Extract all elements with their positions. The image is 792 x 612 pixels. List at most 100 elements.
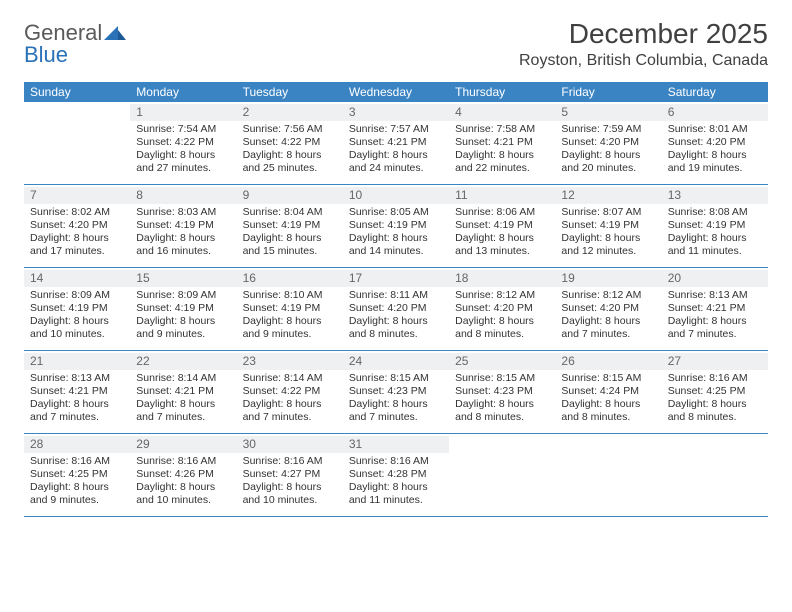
daylight-text: Daylight: 8 hours and 8 minutes.: [455, 315, 549, 341]
title-block: December 2025 Royston, British Columbia,…: [519, 18, 768, 70]
daylight-text: Daylight: 8 hours and 13 minutes.: [455, 232, 549, 258]
day-cell: 28Sunrise: 8:16 AMSunset: 4:25 PMDayligh…: [24, 434, 130, 516]
sunrise-text: Sunrise: 8:08 AM: [668, 206, 762, 219]
day-header-cell: Monday: [130, 82, 236, 102]
day-cell: 31Sunrise: 8:16 AMSunset: 4:28 PMDayligh…: [343, 434, 449, 516]
logo-text: General Blue: [24, 22, 126, 66]
sunset-text: Sunset: 4:19 PM: [243, 302, 337, 315]
day-number: 26: [555, 353, 661, 370]
day-cell: 29Sunrise: 8:16 AMSunset: 4:26 PMDayligh…: [130, 434, 236, 516]
day-cell: 25Sunrise: 8:15 AMSunset: 4:23 PMDayligh…: [449, 351, 555, 433]
sunrise-text: Sunrise: 8:16 AM: [668, 372, 762, 385]
day-cell: 11Sunrise: 8:06 AMSunset: 4:19 PMDayligh…: [449, 185, 555, 267]
sunrise-text: Sunrise: 8:12 AM: [561, 289, 655, 302]
sunrise-text: Sunrise: 7:58 AM: [455, 123, 549, 136]
day-cell: [662, 434, 768, 516]
sunrise-text: Sunrise: 8:11 AM: [349, 289, 443, 302]
day-cell: 10Sunrise: 8:05 AMSunset: 4:19 PMDayligh…: [343, 185, 449, 267]
day-cell: 15Sunrise: 8:09 AMSunset: 4:19 PMDayligh…: [130, 268, 236, 350]
day-cell: 8Sunrise: 8:03 AMSunset: 4:19 PMDaylight…: [130, 185, 236, 267]
day-header-cell: Tuesday: [237, 82, 343, 102]
sunrise-text: Sunrise: 8:14 AM: [243, 372, 337, 385]
day-cell: [555, 434, 661, 516]
sunset-text: Sunset: 4:28 PM: [349, 468, 443, 481]
sunset-text: Sunset: 4:25 PM: [30, 468, 124, 481]
day-number: 2: [237, 104, 343, 121]
week-row: 14Sunrise: 8:09 AMSunset: 4:19 PMDayligh…: [24, 268, 768, 351]
day-cell: 23Sunrise: 8:14 AMSunset: 4:22 PMDayligh…: [237, 351, 343, 433]
sunset-text: Sunset: 4:19 PM: [349, 219, 443, 232]
sunrise-text: Sunrise: 8:16 AM: [30, 455, 124, 468]
day-cell: 7Sunrise: 8:02 AMSunset: 4:20 PMDaylight…: [24, 185, 130, 267]
sunset-text: Sunset: 4:19 PM: [30, 302, 124, 315]
day-header-cell: Saturday: [662, 82, 768, 102]
sunset-text: Sunset: 4:23 PM: [349, 385, 443, 398]
logo-mark-icon: [104, 26, 126, 40]
sunrise-text: Sunrise: 8:06 AM: [455, 206, 549, 219]
sunset-text: Sunset: 4:21 PM: [349, 136, 443, 149]
day-number: 3: [343, 104, 449, 121]
sunrise-text: Sunrise: 8:07 AM: [561, 206, 655, 219]
day-number: [449, 436, 555, 438]
day-cell: 4Sunrise: 7:58 AMSunset: 4:21 PMDaylight…: [449, 102, 555, 184]
daylight-text: Daylight: 8 hours and 7 minutes.: [561, 315, 655, 341]
day-number: [24, 104, 130, 106]
day-number: 15: [130, 270, 236, 287]
day-number: 20: [662, 270, 768, 287]
daylight-text: Daylight: 8 hours and 7 minutes.: [243, 398, 337, 424]
sunrise-text: Sunrise: 8:13 AM: [30, 372, 124, 385]
daylight-text: Daylight: 8 hours and 16 minutes.: [136, 232, 230, 258]
sunrise-text: Sunrise: 7:59 AM: [561, 123, 655, 136]
sunset-text: Sunset: 4:21 PM: [668, 302, 762, 315]
day-cell: 5Sunrise: 7:59 AMSunset: 4:20 PMDaylight…: [555, 102, 661, 184]
day-cell: 16Sunrise: 8:10 AMSunset: 4:19 PMDayligh…: [237, 268, 343, 350]
day-cell: 21Sunrise: 8:13 AMSunset: 4:21 PMDayligh…: [24, 351, 130, 433]
day-number: 14: [24, 270, 130, 287]
daylight-text: Daylight: 8 hours and 22 minutes.: [455, 149, 549, 175]
logo-part2: Blue: [24, 42, 68, 67]
sunrise-text: Sunrise: 8:13 AM: [668, 289, 762, 302]
daylight-text: Daylight: 8 hours and 10 minutes.: [136, 481, 230, 507]
sunrise-text: Sunrise: 8:09 AM: [30, 289, 124, 302]
day-number: 30: [237, 436, 343, 453]
daylight-text: Daylight: 8 hours and 27 minutes.: [136, 149, 230, 175]
sunset-text: Sunset: 4:19 PM: [561, 219, 655, 232]
daylight-text: Daylight: 8 hours and 8 minutes.: [668, 398, 762, 424]
day-number: 28: [24, 436, 130, 453]
day-number: 22: [130, 353, 236, 370]
location-text: Royston, British Columbia, Canada: [519, 52, 768, 70]
day-number: 1: [130, 104, 236, 121]
day-cell: 6Sunrise: 8:01 AMSunset: 4:20 PMDaylight…: [662, 102, 768, 184]
day-cell: 18Sunrise: 8:12 AMSunset: 4:20 PMDayligh…: [449, 268, 555, 350]
sunrise-text: Sunrise: 8:03 AM: [136, 206, 230, 219]
sunrise-text: Sunrise: 7:57 AM: [349, 123, 443, 136]
month-title: December 2025: [519, 18, 768, 50]
day-cell: 12Sunrise: 8:07 AMSunset: 4:19 PMDayligh…: [555, 185, 661, 267]
day-cell: [24, 102, 130, 184]
sunrise-text: Sunrise: 7:54 AM: [136, 123, 230, 136]
day-cell: 26Sunrise: 8:15 AMSunset: 4:24 PMDayligh…: [555, 351, 661, 433]
day-number: 17: [343, 270, 449, 287]
day-number: 10: [343, 187, 449, 204]
daylight-text: Daylight: 8 hours and 25 minutes.: [243, 149, 337, 175]
week-row: 1Sunrise: 7:54 AMSunset: 4:22 PMDaylight…: [24, 102, 768, 185]
day-cell: 30Sunrise: 8:16 AMSunset: 4:27 PMDayligh…: [237, 434, 343, 516]
day-cell: 2Sunrise: 7:56 AMSunset: 4:22 PMDaylight…: [237, 102, 343, 184]
day-cell: 1Sunrise: 7:54 AMSunset: 4:22 PMDaylight…: [130, 102, 236, 184]
sunset-text: Sunset: 4:20 PM: [561, 302, 655, 315]
daylight-text: Daylight: 8 hours and 10 minutes.: [30, 315, 124, 341]
day-cell: 9Sunrise: 8:04 AMSunset: 4:19 PMDaylight…: [237, 185, 343, 267]
day-number: 18: [449, 270, 555, 287]
daylight-text: Daylight: 8 hours and 8 minutes.: [349, 315, 443, 341]
sunset-text: Sunset: 4:20 PM: [30, 219, 124, 232]
day-number: 24: [343, 353, 449, 370]
daylight-text: Daylight: 8 hours and 14 minutes.: [349, 232, 443, 258]
day-number: 21: [24, 353, 130, 370]
day-number: 27: [662, 353, 768, 370]
sunset-text: Sunset: 4:19 PM: [455, 219, 549, 232]
day-number: 19: [555, 270, 661, 287]
sunrise-text: Sunrise: 8:15 AM: [561, 372, 655, 385]
sunset-text: Sunset: 4:20 PM: [668, 136, 762, 149]
daylight-text: Daylight: 8 hours and 7 minutes.: [30, 398, 124, 424]
sunset-text: Sunset: 4:20 PM: [561, 136, 655, 149]
